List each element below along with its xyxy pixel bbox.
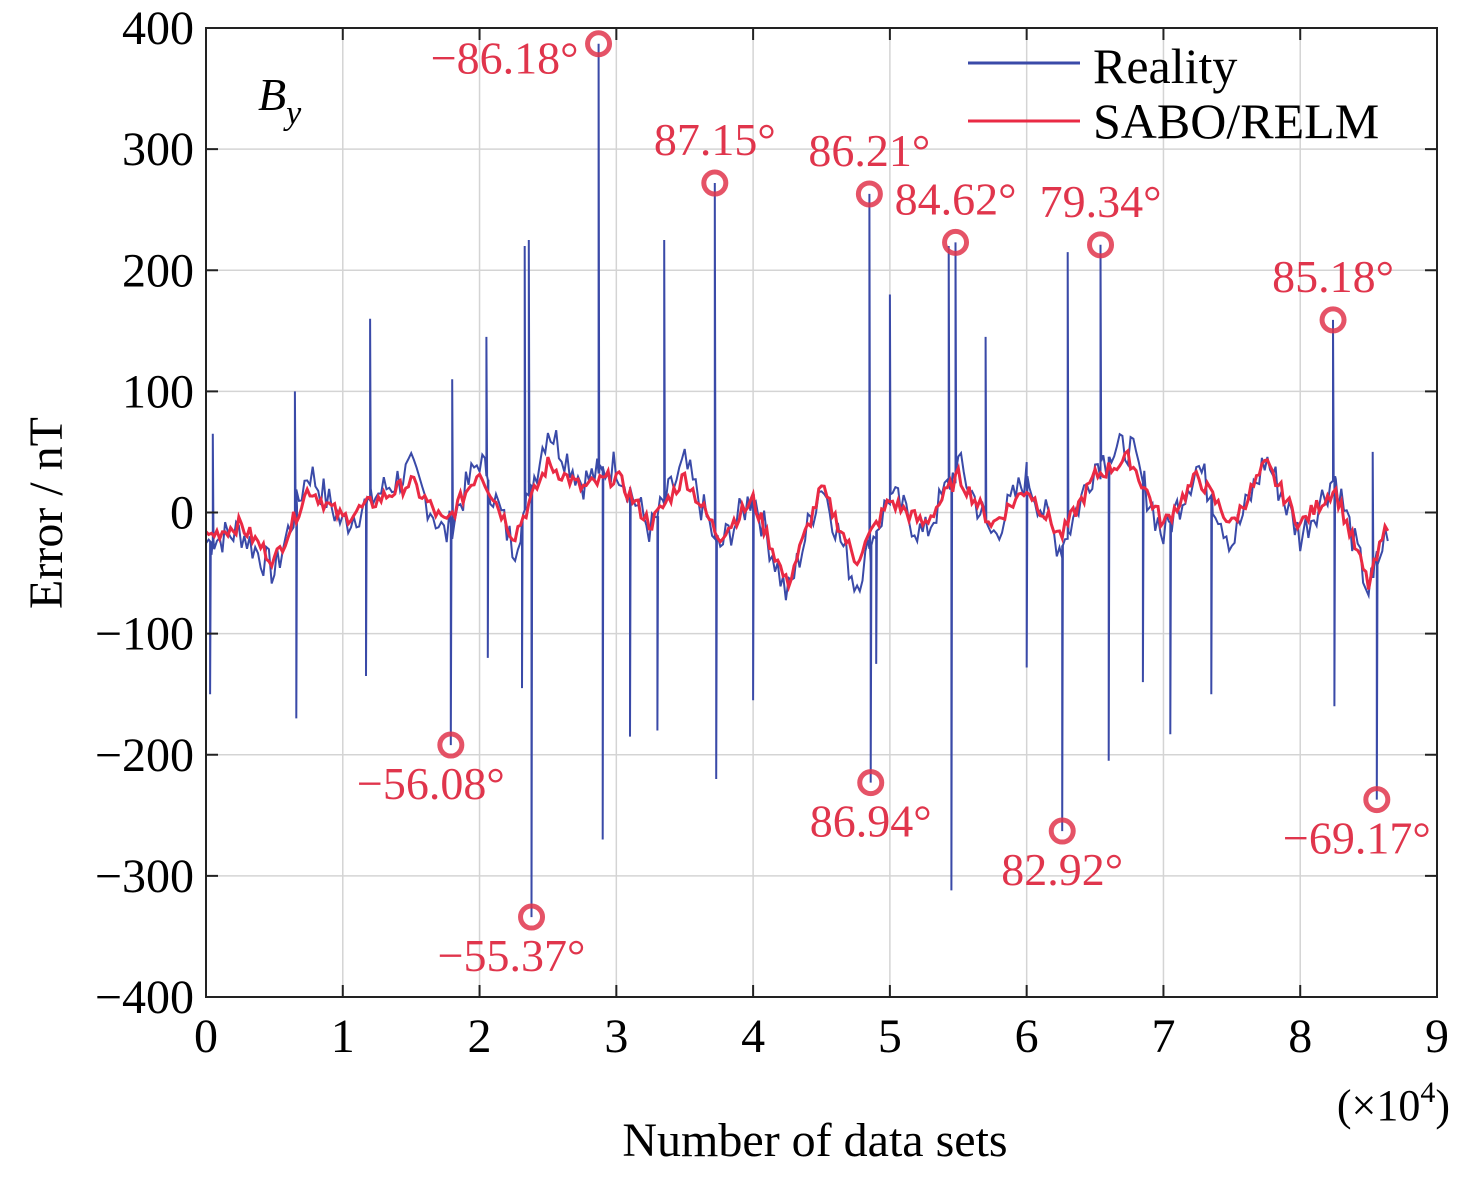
legend-label-reality: Reality bbox=[1093, 38, 1237, 94]
annotation-label: 82.92° bbox=[1001, 844, 1123, 895]
x-multiplier: (×104) bbox=[1337, 1076, 1450, 1130]
y-tick-label: 300 bbox=[122, 123, 194, 176]
legend: Reality SABO/RELM bbox=[968, 38, 1379, 149]
annotation-label: −55.37° bbox=[438, 930, 586, 981]
y-tick-label: −200 bbox=[95, 729, 194, 782]
x-tick-label: 2 bbox=[468, 1010, 492, 1063]
series-lines bbox=[204, 43, 1390, 918]
annotation-label: 87.15° bbox=[654, 114, 776, 165]
annotation-label: 86.21° bbox=[808, 125, 930, 176]
ticks: 0 1 2 3 4 5 6 7 8 9 −400 −300 −200 −100 0 100 200 300 400 bbox=[95, 2, 1449, 1063]
annotations: −86.18° 87.15° 86.21°84.62° 79.34° 85.18° −56… bbox=[357, 30, 1431, 981]
annotation-label: −69.17° bbox=[1283, 813, 1431, 864]
annotation-label: −56.08° bbox=[357, 758, 505, 809]
x-tick-label: 1 bbox=[331, 1010, 355, 1063]
x-tick-label: 7 bbox=[1151, 1010, 1175, 1063]
x-tick-label: 5 bbox=[878, 1010, 902, 1063]
annotation-label: 86.94° bbox=[810, 796, 932, 847]
annotation-marker bbox=[1319, 306, 1347, 334]
y-tick-label: 0 bbox=[170, 487, 194, 540]
annotation-label: 84.62° bbox=[895, 173, 1017, 224]
annotation-label: −86.18° bbox=[431, 33, 579, 84]
annotation-marker bbox=[855, 180, 883, 208]
panel-label: By bbox=[258, 69, 302, 132]
annotation-label: 85.18° bbox=[1272, 251, 1394, 302]
x-tick-label: 6 bbox=[1015, 1010, 1039, 1063]
annotation-marker bbox=[1048, 817, 1076, 845]
x-axis-label: Number of data sets bbox=[622, 1114, 1007, 1167]
x-tick-label: 3 bbox=[604, 1010, 628, 1063]
y-tick-label: −100 bbox=[95, 608, 194, 661]
x-tick-label: 0 bbox=[194, 1010, 218, 1063]
series-line-sabo-relm bbox=[204, 447, 1390, 593]
y-tick-label: 400 bbox=[122, 2, 194, 55]
annotation-label: 79.34° bbox=[1040, 176, 1162, 227]
legend-label-sabo: SABO/RELM bbox=[1093, 93, 1379, 149]
annotation-marker bbox=[585, 30, 613, 58]
x-tick-label: 9 bbox=[1425, 1010, 1449, 1063]
annotation-marker bbox=[942, 228, 970, 256]
annotation-marker bbox=[437, 731, 465, 759]
x-tick-label: 8 bbox=[1288, 1010, 1312, 1063]
annotation-marker bbox=[857, 769, 885, 797]
annotation-marker bbox=[518, 903, 546, 931]
y-tick-label: −300 bbox=[95, 850, 194, 903]
x-tick-label: 4 bbox=[741, 1010, 765, 1063]
y-tick-label: 200 bbox=[122, 244, 194, 297]
y-tick-label: 100 bbox=[122, 365, 194, 418]
annotation-marker bbox=[1087, 231, 1115, 259]
y-tick-label: −400 bbox=[95, 971, 194, 1024]
y-axis-label: Error / nT bbox=[20, 417, 73, 609]
annotation-marker bbox=[1363, 786, 1391, 814]
annotation-marker bbox=[701, 169, 729, 197]
